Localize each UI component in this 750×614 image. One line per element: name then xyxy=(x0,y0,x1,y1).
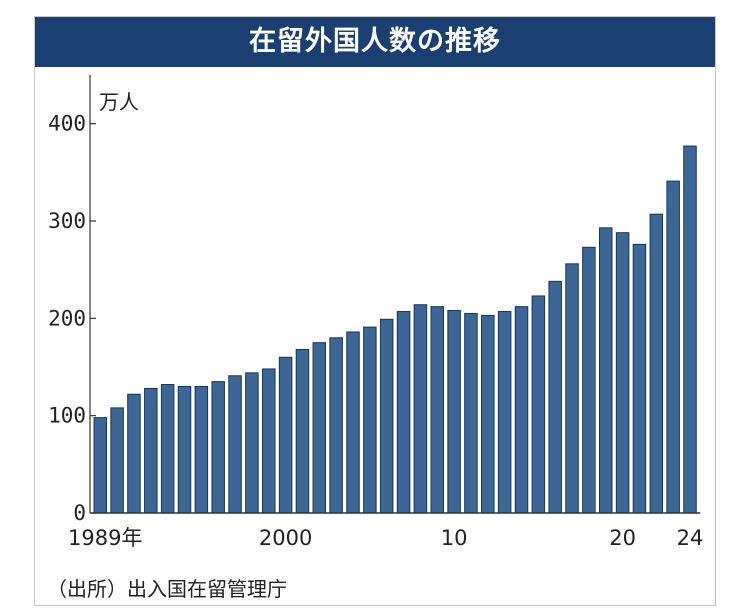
bar-2001 xyxy=(295,348,310,514)
bar-2005 xyxy=(363,326,377,514)
x-tick-label: 1989年 xyxy=(68,526,142,550)
bar-2008 xyxy=(413,304,428,514)
bar-2004 xyxy=(346,331,360,514)
bar-1998 xyxy=(245,372,259,514)
y-tick-label: 100 xyxy=(48,404,86,428)
bar-2015 xyxy=(531,295,546,514)
bar-chart: 万人 0 100 200 300 400 1989年 2000 10 20 24 xyxy=(48,75,704,550)
bar-2000 xyxy=(278,356,293,514)
x-tick-label: 2000 xyxy=(259,526,312,550)
y-tick-label: 200 xyxy=(48,306,86,330)
bar-2003 xyxy=(329,337,343,514)
bar-2007 xyxy=(396,311,411,514)
chart-title: 在留外国人数の推移 xyxy=(35,17,715,67)
bar-2014 xyxy=(514,306,529,514)
bar-1994 xyxy=(177,385,192,514)
y-tick-label: 300 xyxy=(48,209,86,233)
bar-2006 xyxy=(379,318,394,514)
bar-2017 xyxy=(565,263,579,514)
bar-2019 xyxy=(599,227,613,514)
bar-2010 xyxy=(447,310,461,514)
bar-2021 xyxy=(632,243,647,514)
x-tick-label: 24 xyxy=(677,526,704,550)
bar-1993 xyxy=(160,384,175,514)
bar-2016 xyxy=(548,280,562,514)
x-tick-label: 20 xyxy=(609,526,636,550)
bar-1996 xyxy=(211,381,225,514)
bar-2023 xyxy=(666,180,680,514)
bar-2024 xyxy=(683,145,697,514)
bar-2009 xyxy=(430,306,444,514)
bar-1995 xyxy=(194,385,209,514)
bar-1992 xyxy=(144,387,158,514)
bar-2022 xyxy=(649,213,664,514)
bar-2020 xyxy=(615,232,630,514)
bar-1990 xyxy=(110,407,124,514)
source-note: （出所）出入国在留管理庁 xyxy=(47,577,287,601)
bar-2011 xyxy=(464,312,478,514)
x-tick-label: 10 xyxy=(441,526,468,550)
bar-2012 xyxy=(481,314,495,514)
chart-frame: 在留外国人数の推移 万人 0 100 200 300 400 1989年 2000 10 20 24… xyxy=(34,16,716,606)
y-axis-unit-label: 万人 xyxy=(99,90,139,114)
bar-1997 xyxy=(228,375,242,514)
bar-1991 xyxy=(127,393,141,514)
bar-2018 xyxy=(582,246,596,514)
bar-2002 xyxy=(312,342,327,514)
bar-1989 xyxy=(93,417,107,514)
bar-2013 xyxy=(497,311,512,514)
bar-1999 xyxy=(262,368,276,514)
y-tick-label: 400 xyxy=(48,112,86,136)
y-tick-label: 0 xyxy=(73,501,86,525)
